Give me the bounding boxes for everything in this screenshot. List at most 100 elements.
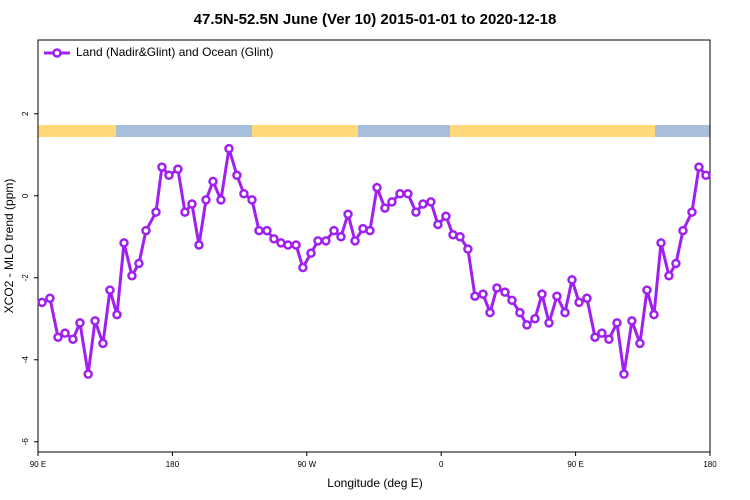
point: [105, 285, 115, 295]
point: [232, 170, 242, 181]
x-tick-label: 180: [166, 460, 180, 469]
point: [500, 287, 510, 297]
point: [678, 225, 688, 236]
point: [597, 328, 607, 338]
legend-label: Land (Nadir&Glint) and Ocean (Glint): [76, 45, 273, 59]
point: [269, 234, 279, 244]
point: [687, 207, 697, 217]
point: [544, 318, 554, 328]
land-ocean-strip: [38, 125, 710, 137]
point: [68, 334, 78, 345]
point: [455, 232, 465, 242]
point: [37, 297, 47, 308]
point: [701, 170, 711, 181]
point: [567, 275, 577, 285]
point: [485, 307, 495, 318]
point: [656, 238, 666, 248]
point: [98, 338, 108, 349]
point: [173, 164, 183, 174]
point: [298, 262, 308, 273]
point: [336, 232, 346, 242]
point: [507, 295, 517, 306]
point: [515, 307, 525, 318]
y-tick-label: -4: [21, 356, 30, 364]
point: [627, 316, 637, 326]
point: [433, 219, 443, 230]
point: [83, 369, 93, 379]
point: [208, 176, 218, 187]
point: [141, 225, 151, 236]
point: [187, 199, 197, 209]
point: [216, 195, 226, 205]
point: [387, 197, 397, 207]
point: [365, 225, 375, 236]
legend-marker: [52, 48, 62, 58]
point: [418, 199, 428, 209]
y-tick-label: 0: [21, 193, 30, 198]
point: [694, 162, 704, 172]
point: [75, 318, 85, 328]
point: [426, 197, 436, 207]
x-axis-label: Longitude (deg E): [327, 476, 422, 490]
point: [372, 182, 382, 193]
point: [530, 314, 540, 324]
point: [604, 334, 614, 345]
point: [321, 236, 331, 246]
point: [254, 225, 264, 236]
point: [411, 207, 421, 217]
point: [552, 291, 562, 301]
y-tick-label: -2: [21, 274, 30, 282]
point: [649, 309, 659, 320]
point: [112, 309, 122, 320]
point: [127, 270, 137, 281]
point: [201, 195, 211, 205]
point: [343, 209, 353, 219]
chart-title: 47.5N-52.5N June (Ver 10) 2015-01-01 to …: [194, 11, 557, 28]
point: [306, 248, 316, 258]
x-tick-label: 90 E: [567, 460, 583, 469]
point: [283, 240, 293, 250]
point: [164, 170, 174, 181]
point: [560, 307, 570, 318]
point: [90, 316, 100, 326]
point: [395, 188, 405, 199]
x-tick-label: 0: [439, 460, 444, 469]
point: [151, 207, 161, 217]
point: [574, 297, 584, 308]
x-tick-label: 90 E: [30, 460, 46, 469]
y-tick-label: 2: [21, 111, 30, 116]
x-tick-label: 180: [703, 460, 717, 469]
point: [119, 238, 129, 248]
point: [134, 258, 144, 269]
point: [537, 289, 547, 299]
point: [635, 338, 645, 349]
point: [403, 188, 413, 199]
point: [60, 328, 70, 338]
point: [45, 293, 55, 304]
point: [247, 195, 257, 205]
point: [582, 293, 592, 304]
y-tick-label: -6: [21, 438, 30, 446]
x-tick-label: 90 W: [297, 460, 316, 469]
point: [671, 258, 681, 269]
point: [441, 211, 451, 222]
point: [53, 332, 63, 342]
point: [612, 318, 622, 328]
point: [194, 240, 204, 250]
point: [180, 207, 190, 217]
point: [313, 236, 323, 246]
point: [642, 285, 652, 295]
point: [590, 332, 600, 342]
point: [262, 225, 272, 236]
point: [463, 244, 473, 254]
plot-frame: [37, 39, 711, 453]
point: [239, 188, 249, 199]
point: [157, 162, 167, 172]
point: [522, 320, 532, 330]
point: [619, 369, 629, 379]
point: [664, 270, 674, 281]
point: [380, 203, 390, 213]
y-axis-label: XCO2 - MLO trend (ppm): [2, 179, 16, 314]
point: [492, 283, 502, 293]
